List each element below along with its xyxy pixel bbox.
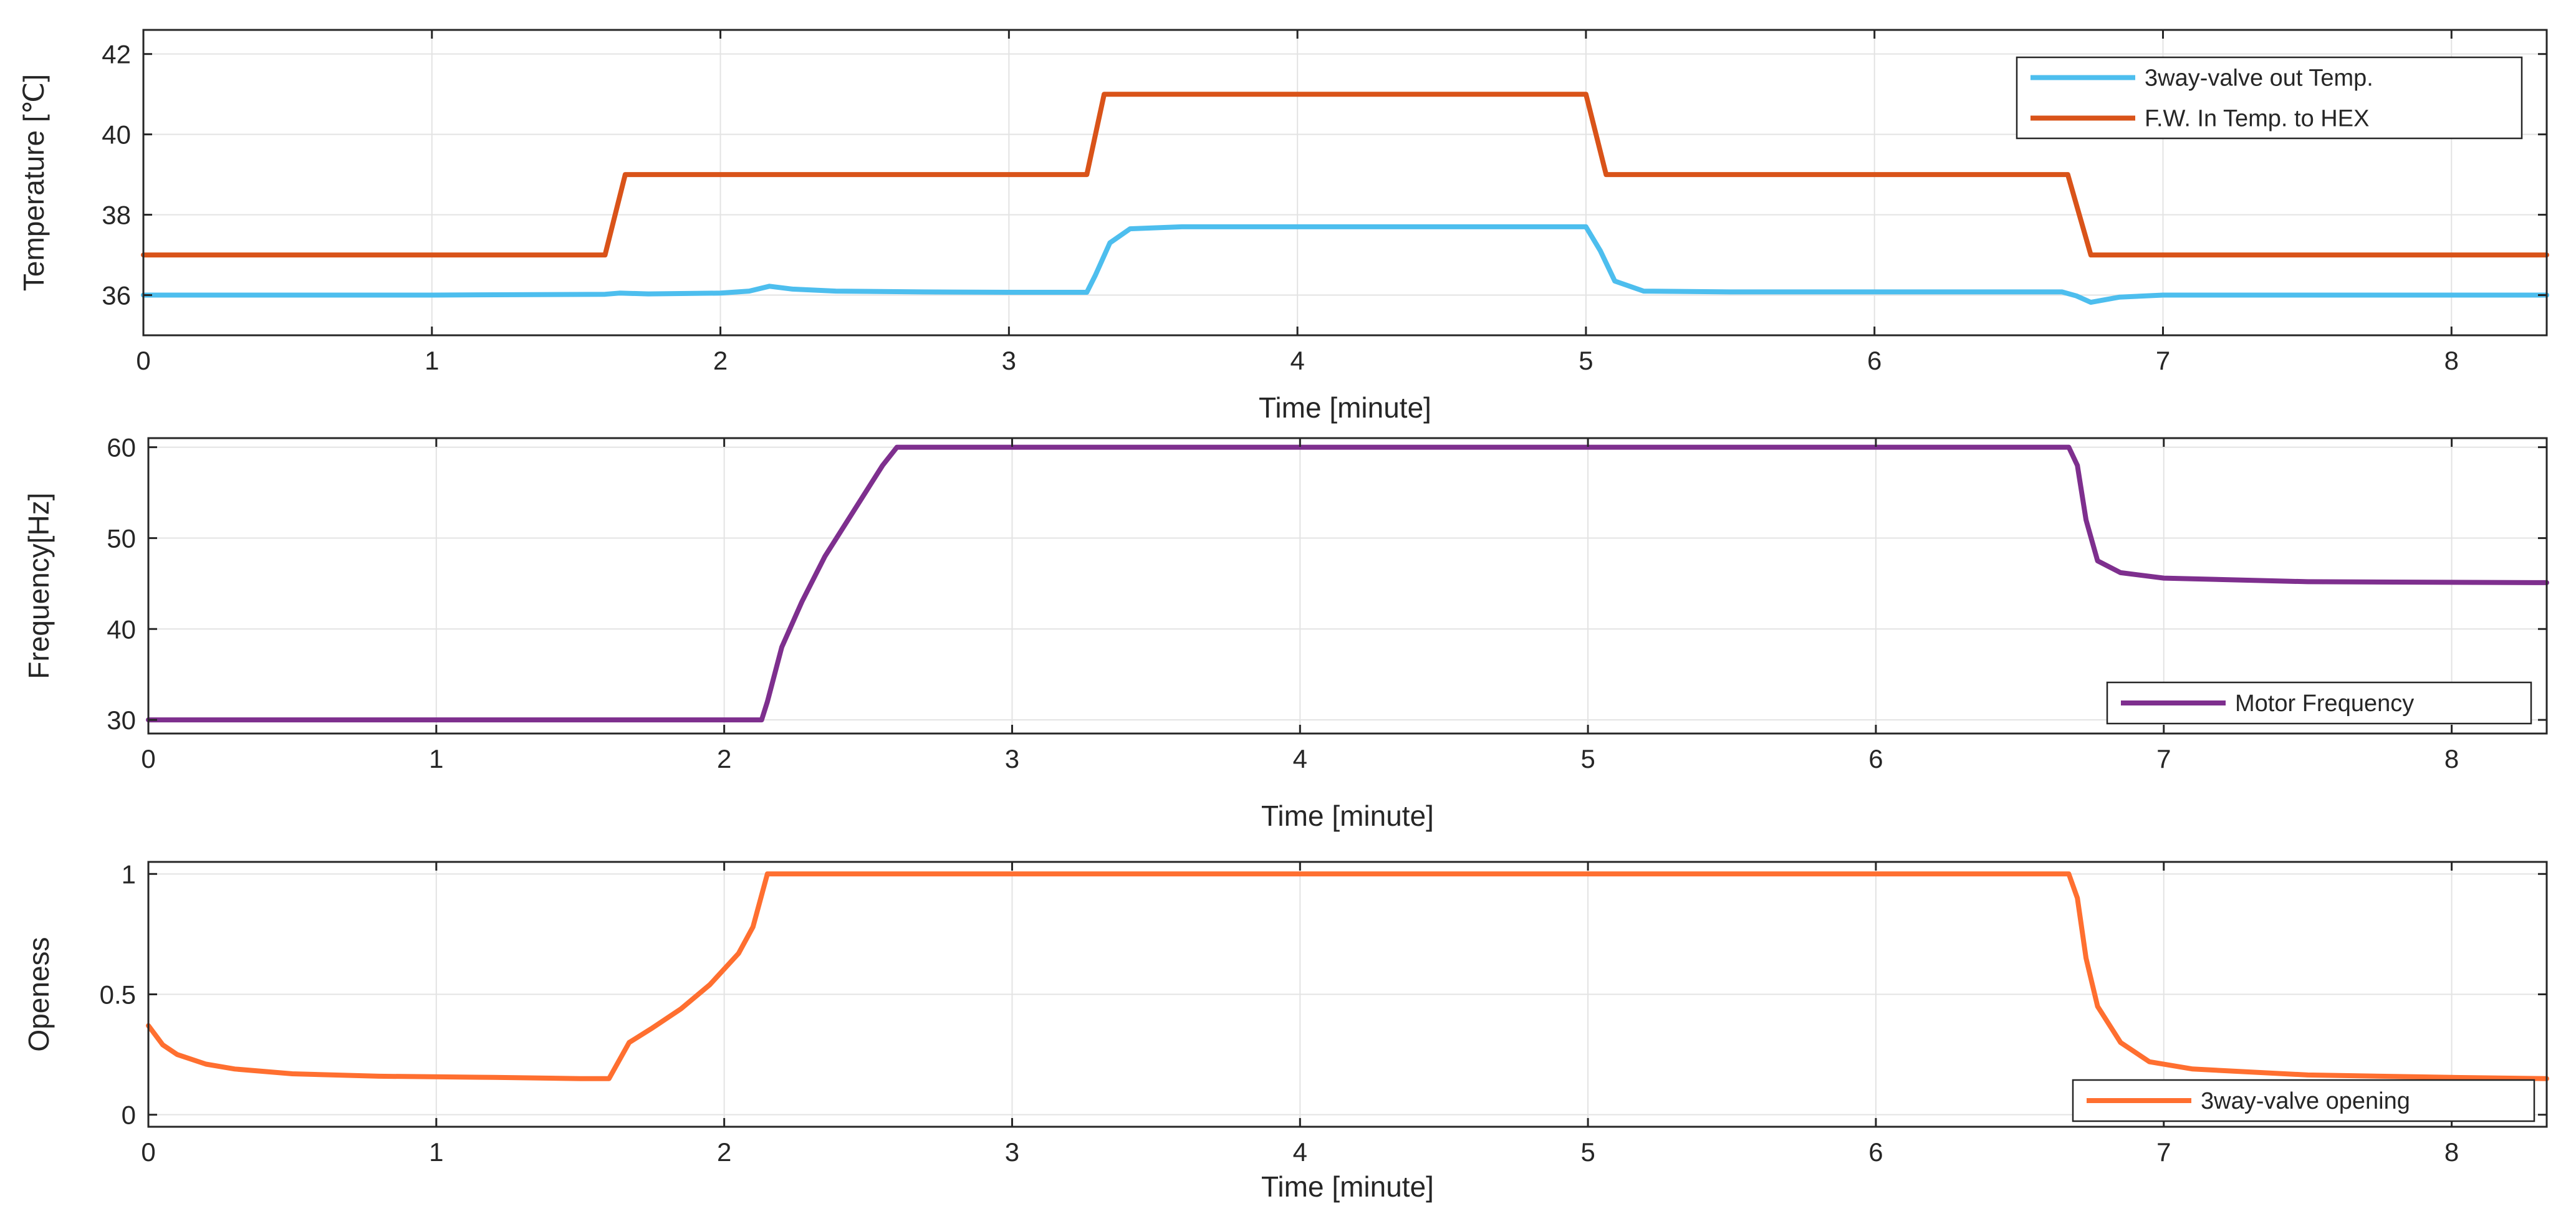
y-tick-label: 36 bbox=[102, 281, 131, 310]
legend: 3way-valve opening bbox=[2072, 1079, 2535, 1122]
y-tick-label: 50 bbox=[107, 523, 136, 553]
chart-panel-1: 0 1 2 3 4 5 6 7 8 36 38 40 42 Time [minute] Temperatur… bbox=[17, 29, 2549, 424]
x-tick-label: 6 bbox=[1868, 744, 1883, 773]
y-tick-label: 0.5 bbox=[100, 980, 136, 1010]
x-tick-label: 1 bbox=[429, 744, 443, 773]
x-tick-label: 5 bbox=[1580, 1137, 1595, 1167]
x-tick-label: 5 bbox=[1579, 346, 1593, 375]
y-tick-label: 38 bbox=[102, 201, 131, 230]
axes-box bbox=[142, 29, 2548, 337]
legend-entry: Motor Frequency bbox=[2235, 691, 2414, 717]
x-tick-label: 0 bbox=[141, 1137, 155, 1167]
series-line-1 bbox=[146, 444, 2549, 723]
legend-entry: F.W. In Temp. to HEX bbox=[2145, 106, 2369, 132]
legend: Motor Frequency bbox=[2106, 681, 2532, 725]
y-tick-label: 0 bbox=[122, 1101, 136, 1130]
legend-entry: 3way-valve out Temp. bbox=[2145, 65, 2373, 92]
x-tick-label: 3 bbox=[1005, 744, 1019, 773]
y-tick-label: 40 bbox=[107, 614, 136, 644]
x-tick-label: 1 bbox=[429, 1137, 443, 1167]
y-tick-label: 42 bbox=[102, 40, 131, 69]
x-tick-label: 6 bbox=[1867, 346, 1882, 375]
x-axis-label: Time [minute] bbox=[1261, 1170, 1434, 1203]
axes-box bbox=[147, 437, 2548, 735]
x-tick-label: 2 bbox=[717, 744, 731, 773]
x-tick-label: 7 bbox=[2156, 1137, 2171, 1167]
series-line-1 bbox=[146, 871, 2549, 1081]
x-tick-label: 5 bbox=[1580, 744, 1595, 773]
x-tick-label: 8 bbox=[2444, 744, 2459, 773]
x-tick-label: 4 bbox=[1290, 346, 1304, 375]
series-line-1 bbox=[141, 224, 2549, 305]
x-tick-label: 8 bbox=[2444, 346, 2459, 375]
y-axis-label: Openess bbox=[22, 937, 55, 1051]
x-tick-label: 3 bbox=[1002, 346, 1016, 375]
y-axis-label: Temperature [℃] bbox=[17, 74, 50, 291]
chart-panel-3: 0 1 2 3 4 5 6 7 8 0 0.5 1 Time [minute] Openess 3way-v… bbox=[22, 859, 2549, 1203]
y-tick-label: 1 bbox=[122, 859, 136, 889]
x-tick-label: 7 bbox=[2156, 346, 2170, 375]
y-axis-label: Frequency[Hz] bbox=[22, 492, 55, 679]
x-axis-label: Time [minute] bbox=[1259, 391, 1431, 424]
x-tick-label: 6 bbox=[1868, 1137, 1883, 1167]
x-tick-label: 4 bbox=[1293, 1137, 1307, 1167]
x-tick-label: 2 bbox=[717, 1137, 731, 1167]
x-tick-label: 0 bbox=[136, 346, 150, 375]
x-tick-label: 4 bbox=[1293, 744, 1307, 773]
y-tick-label: 60 bbox=[107, 433, 136, 462]
x-tick-label: 2 bbox=[713, 346, 728, 375]
x-tick-label: 7 bbox=[2156, 744, 2171, 773]
series-line-2 bbox=[141, 92, 2549, 258]
legend: 3way-valve out Temp. F.W. In Temp. to HEX bbox=[2016, 56, 2523, 140]
x-tick-label: 0 bbox=[141, 744, 155, 773]
chart-panel-2: 0 1 2 3 4 5 6 7 8 30 40 50 60 Time [minute] Frequency[… bbox=[22, 433, 2549, 832]
legend-box bbox=[2016, 56, 2523, 140]
x-axis-label: Time [minute] bbox=[1261, 800, 1434, 832]
legend-entry: 3way-valve opening bbox=[2201, 1088, 2410, 1114]
y-tick-label: 40 bbox=[102, 120, 131, 150]
x-tick-label: 1 bbox=[425, 346, 439, 375]
y-tick-label: 30 bbox=[107, 705, 136, 735]
x-tick-label: 8 bbox=[2444, 1137, 2459, 1167]
x-tick-label: 3 bbox=[1005, 1137, 1019, 1167]
